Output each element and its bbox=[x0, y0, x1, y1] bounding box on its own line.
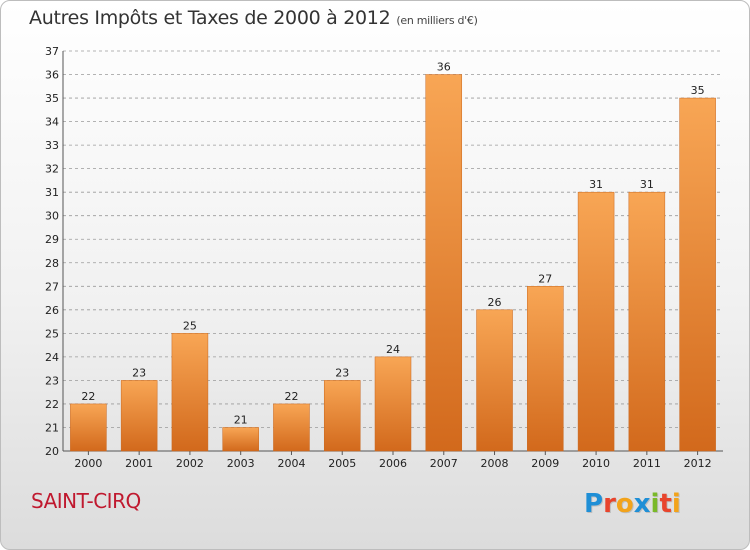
logo-letter: r bbox=[603, 489, 616, 519]
y-tick-label: 26 bbox=[45, 304, 59, 317]
unit-note: (en milliers d'€) bbox=[396, 14, 478, 27]
y-tick-label: 29 bbox=[45, 233, 59, 246]
x-tick-labels: 2000 2001 2002 2003 2004 2005 2006 2007 2008 2009… bbox=[74, 457, 711, 470]
y-tick-label: 32 bbox=[45, 163, 59, 176]
y-tick-label: 22 bbox=[45, 398, 59, 411]
data-label-2012: 35 bbox=[691, 84, 705, 97]
data-label-2000: 22 bbox=[81, 390, 95, 403]
bar-2001 bbox=[120, 380, 158, 452]
y-tick-label: 20 bbox=[45, 445, 59, 458]
logo-letter: P bbox=[584, 489, 604, 519]
bar-2006 bbox=[374, 356, 412, 452]
proxiti-logo: Proxiti bbox=[584, 489, 681, 519]
y-tick-label: 28 bbox=[45, 257, 59, 270]
y-tick-label: 23 bbox=[45, 374, 59, 387]
x-tick-label-2008: 2008 bbox=[481, 457, 509, 470]
bar-2009 bbox=[527, 286, 564, 452]
x-tick-label-2005: 2005 bbox=[328, 457, 356, 470]
x-tick-label-2007: 2007 bbox=[430, 457, 458, 470]
chart-title-text: Autres Impôts et Taxes de 2000 à 2012 bbox=[29, 7, 391, 29]
x-tick-label-2010: 2010 bbox=[582, 457, 610, 470]
y-tick-labels: 20 21 22 23 24 25 26 27 28 29 30 31 32 33 34 35 36 37 bbox=[45, 45, 59, 458]
y-tick-label: 33 bbox=[45, 139, 59, 152]
logo-letter: x bbox=[633, 489, 651, 519]
logo-letter: i bbox=[671, 489, 681, 519]
x-tick-label-2011: 2011 bbox=[633, 457, 661, 470]
y-tick-label: 35 bbox=[45, 92, 59, 105]
data-label-2009: 27 bbox=[538, 272, 552, 285]
data-label-2001: 23 bbox=[132, 366, 146, 379]
x-tick-label-2006: 2006 bbox=[379, 457, 407, 470]
y-tick-label: 31 bbox=[45, 186, 59, 199]
bar-2008 bbox=[476, 309, 513, 452]
chart-title: Autres Impôts et Taxes de 2000 à 2012 (en… bbox=[29, 7, 478, 29]
y-tick-label: 25 bbox=[45, 327, 59, 340]
x-tick-label-2009: 2009 bbox=[531, 457, 559, 470]
data-label-2007: 36 bbox=[437, 61, 451, 74]
data-label-2003: 21 bbox=[234, 413, 248, 426]
data-labels: 22 23 25 21 22 23 24 36 26 27 31 31 35 bbox=[81, 61, 704, 427]
x-tick-label-2002: 2002 bbox=[176, 457, 204, 470]
x-tick-label-2004: 2004 bbox=[277, 457, 305, 470]
logo-letter: t bbox=[659, 489, 672, 519]
bar-2000 bbox=[70, 403, 107, 452]
bar-2004 bbox=[273, 403, 310, 452]
data-label-2002: 25 bbox=[183, 319, 197, 332]
data-label-2006: 24 bbox=[386, 343, 400, 356]
y-tick-label: 27 bbox=[45, 280, 59, 293]
bar-2012 bbox=[679, 97, 716, 452]
data-label-2005: 23 bbox=[335, 366, 349, 379]
y-tick-label: 34 bbox=[45, 116, 59, 129]
x-tick-label-2003: 2003 bbox=[227, 457, 255, 470]
data-label-2008: 26 bbox=[488, 296, 502, 309]
bar-2003 bbox=[222, 427, 259, 452]
y-tick-label: 36 bbox=[45, 69, 59, 82]
logo-letter: o bbox=[615, 489, 634, 519]
data-label-2004: 22 bbox=[284, 390, 298, 403]
bars bbox=[70, 74, 716, 452]
bar-2002 bbox=[171, 333, 209, 452]
x-tick-label-2012: 2012 bbox=[684, 457, 712, 470]
y-tick-label: 30 bbox=[45, 210, 59, 223]
logo-letter: i bbox=[650, 489, 660, 519]
data-label-2010: 31 bbox=[589, 178, 603, 191]
bar-2010 bbox=[577, 191, 615, 452]
y-tick-label: 37 bbox=[45, 45, 59, 58]
y-tick-label: 24 bbox=[45, 351, 59, 364]
x-tick-label-2001: 2001 bbox=[125, 457, 153, 470]
x-tick-label-2000: 2000 bbox=[74, 457, 102, 470]
bar-2011 bbox=[628, 191, 666, 452]
bar-2005 bbox=[323, 380, 361, 452]
bar-2007 bbox=[425, 74, 463, 452]
data-label-2011: 31 bbox=[640, 178, 654, 191]
place-name: SAINT-CIRQ bbox=[31, 489, 141, 513]
y-tick-label: 21 bbox=[45, 421, 59, 434]
